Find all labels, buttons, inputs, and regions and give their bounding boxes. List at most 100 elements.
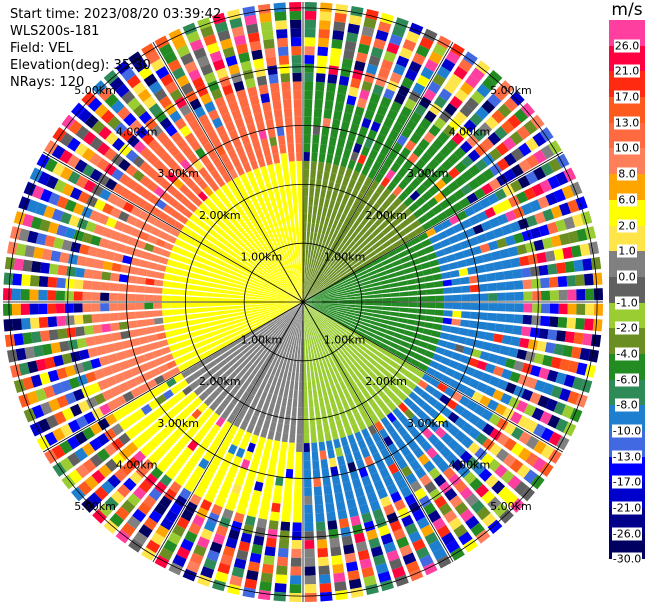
velocity-gate bbox=[418, 232, 429, 242]
velocity-gate bbox=[172, 165, 185, 177]
velocity-gate bbox=[153, 159, 165, 172]
velocity-gate bbox=[161, 370, 173, 381]
velocity-gate bbox=[392, 142, 403, 154]
velocity-gate bbox=[82, 426, 95, 441]
velocity-gate bbox=[417, 302, 427, 308]
velocity-gate bbox=[166, 337, 177, 345]
velocity-gate bbox=[505, 382, 517, 395]
velocity-gate bbox=[333, 438, 341, 449]
velocity-gate bbox=[505, 303, 515, 312]
velocity-gate bbox=[274, 256, 281, 265]
velocity-gate bbox=[303, 425, 310, 435]
velocity-gate bbox=[360, 255, 370, 264]
velocity-gate bbox=[35, 358, 47, 372]
velocity-gate bbox=[347, 240, 356, 250]
velocity-gate bbox=[459, 354, 471, 365]
velocity-gate bbox=[256, 472, 266, 484]
velocity-gate bbox=[421, 356, 432, 366]
velocity-gate bbox=[284, 314, 292, 322]
velocity-gate bbox=[301, 293, 303, 302]
velocity-gate bbox=[224, 313, 234, 319]
velocity-gate bbox=[513, 314, 524, 324]
velocity-gate bbox=[228, 63, 240, 75]
velocity-gate bbox=[399, 302, 409, 307]
velocity-gate bbox=[224, 354, 235, 363]
velocity-gate bbox=[472, 128, 486, 142]
velocity-gate bbox=[319, 291, 328, 296]
velocity-gate bbox=[319, 11, 332, 22]
velocity-gate bbox=[192, 267, 203, 274]
velocity-gate bbox=[286, 460, 294, 470]
velocity-gate bbox=[265, 119, 275, 130]
velocity-gate bbox=[448, 117, 462, 131]
velocity-gate bbox=[244, 349, 253, 358]
velocity-gate bbox=[428, 408, 440, 420]
velocity-gate bbox=[424, 245, 435, 254]
velocity-gate bbox=[304, 495, 313, 505]
velocity-gate bbox=[65, 278, 75, 289]
velocity-gate bbox=[271, 366, 278, 376]
velocity-gate bbox=[350, 587, 364, 599]
velocity-gate bbox=[395, 438, 406, 450]
velocity-gate bbox=[236, 255, 246, 264]
velocity-gate bbox=[475, 264, 486, 274]
velocity-gate bbox=[276, 303, 286, 306]
velocity-gate bbox=[365, 349, 375, 358]
velocity-gate bbox=[321, 126, 330, 137]
velocity-gate bbox=[104, 343, 116, 354]
velocity-gate bbox=[308, 308, 316, 316]
velocity-gate bbox=[245, 277, 255, 283]
velocity-gate bbox=[476, 360, 488, 371]
velocity-gate bbox=[263, 372, 271, 383]
velocity-gate bbox=[355, 263, 364, 271]
velocity-gate bbox=[368, 237, 379, 247]
velocity-gate bbox=[104, 250, 116, 261]
velocity-gate bbox=[320, 591, 333, 602]
velocity-gate bbox=[592, 272, 603, 285]
velocity-gate bbox=[337, 290, 347, 295]
velocity-gate bbox=[505, 209, 517, 222]
velocity-gate bbox=[381, 355, 392, 364]
range-label: 3.00km bbox=[157, 417, 199, 430]
velocity-gate bbox=[246, 423, 255, 434]
velocity-gate bbox=[429, 102, 442, 116]
velocity-gate bbox=[225, 202, 236, 213]
velocity-gate bbox=[487, 70, 503, 85]
velocity-gate bbox=[375, 133, 387, 145]
velocity-gate bbox=[449, 269, 460, 278]
velocity-gate bbox=[267, 229, 274, 239]
velocity-gate bbox=[291, 258, 296, 268]
velocity-gate bbox=[253, 425, 262, 436]
velocity-gate bbox=[306, 310, 311, 319]
velocity-gate bbox=[347, 415, 357, 426]
velocity-gate bbox=[170, 131, 183, 144]
velocity-gate bbox=[141, 251, 152, 260]
velocity-gate bbox=[321, 414, 328, 424]
velocity-gate bbox=[499, 248, 510, 259]
velocity-gate bbox=[332, 319, 342, 326]
velocity-gate bbox=[320, 295, 329, 299]
velocity-gate bbox=[303, 302, 310, 308]
velocity-gate bbox=[312, 134, 320, 144]
velocity-gate bbox=[284, 343, 290, 353]
velocity-gate bbox=[218, 487, 230, 500]
colorbar-tick-label: 10.0 bbox=[613, 141, 641, 155]
velocity-gate bbox=[333, 182, 341, 193]
velocity-gate bbox=[316, 313, 324, 320]
velocity-gate bbox=[487, 458, 501, 473]
velocity-gate bbox=[182, 352, 193, 362]
velocity-gate bbox=[287, 143, 295, 153]
velocity-gate bbox=[77, 481, 93, 496]
velocity-gate bbox=[403, 224, 414, 235]
velocity-gate bbox=[412, 145, 425, 158]
velocity-gate bbox=[402, 159, 414, 172]
velocity-gate bbox=[203, 419, 215, 430]
velocity-gate bbox=[307, 318, 312, 328]
velocity-gate bbox=[494, 464, 508, 478]
velocity-gate bbox=[291, 223, 296, 233]
velocity-gate bbox=[198, 250, 209, 259]
velocity-gate bbox=[93, 199, 106, 212]
velocity-gate bbox=[400, 147, 411, 159]
velocity-gate bbox=[276, 467, 285, 478]
velocity-gate bbox=[390, 208, 401, 219]
